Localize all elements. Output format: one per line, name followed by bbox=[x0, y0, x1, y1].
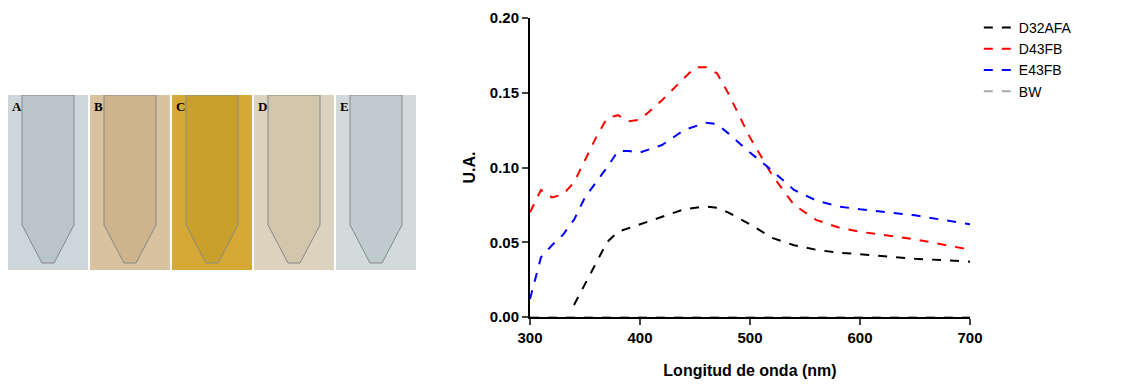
svg-text:D43FB: D43FB bbox=[1019, 41, 1063, 57]
svg-text:0.15: 0.15 bbox=[490, 84, 519, 101]
svg-text:Longitud de onda (nm): Longitud de onda (nm) bbox=[663, 362, 836, 379]
svg-text:0.05: 0.05 bbox=[490, 234, 519, 251]
svg-text:300: 300 bbox=[517, 329, 542, 346]
svg-text:BW: BW bbox=[1019, 84, 1042, 100]
svg-text:400: 400 bbox=[627, 329, 652, 346]
svg-text:0.00: 0.00 bbox=[490, 308, 519, 325]
svg-text:700: 700 bbox=[957, 329, 982, 346]
svg-text:A: A bbox=[12, 99, 22, 114]
svg-text:U.A.: U.A. bbox=[461, 152, 478, 184]
svg-text:E: E bbox=[340, 99, 349, 114]
svg-text:600: 600 bbox=[847, 329, 872, 346]
svg-text:C: C bbox=[176, 99, 185, 114]
svg-text:0.10: 0.10 bbox=[490, 159, 519, 176]
svg-text:B: B bbox=[94, 99, 103, 114]
svg-text:D32AFA: D32AFA bbox=[1019, 20, 1072, 36]
svg-text:D: D bbox=[258, 99, 267, 114]
svg-text:E43FB: E43FB bbox=[1019, 62, 1062, 78]
svg-text:500: 500 bbox=[737, 329, 762, 346]
svg-text:0.20: 0.20 bbox=[490, 9, 519, 26]
